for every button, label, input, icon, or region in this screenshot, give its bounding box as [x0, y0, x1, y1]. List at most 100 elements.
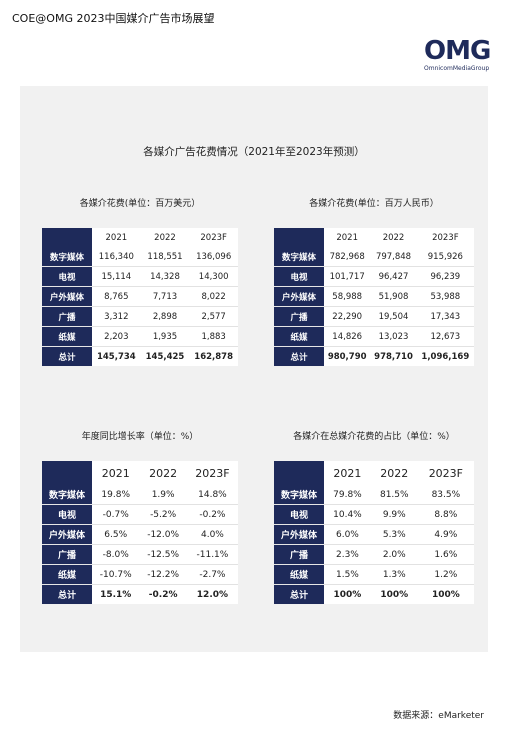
share-table-label: 各媒介在总媒介花费的占比（单位：%） [293, 432, 455, 442]
table-row: 数字媒体 782,968 797,848 915,926 [274, 247, 474, 267]
table-corner-cell [42, 228, 92, 247]
table-corner-cell [42, 461, 92, 485]
row-label: 户外媒体 [42, 286, 92, 307]
logo-text: OMG [424, 36, 491, 66]
content-panel: 各媒介广告花费情况（2021年至2023年预测） 各媒介花费(单位：百万美元） … [20, 86, 488, 652]
table-cell: 5.3% [370, 524, 418, 545]
table-row: 电视 101,717 96,427 96,239 [274, 266, 474, 287]
column-header: 2021 [92, 228, 141, 247]
table-cell: 22,290 [324, 306, 371, 327]
table-row: 数字媒体 79.8% 81.5% 83.5% [274, 485, 474, 505]
table-row: 数字媒体 116,340 118,551 136,096 [42, 247, 238, 267]
table-cell: 83.5% [417, 485, 474, 505]
row-label: 总计 [274, 584, 324, 604]
table-row: 纸媒 -10.7% -12.2% -2.7% [42, 564, 238, 585]
growth-table-label: 年度同比增长率（单位：%） [81, 432, 199, 442]
table-cell: 9.9% [370, 504, 418, 525]
table-cell: 782,968 [324, 247, 371, 267]
table-cell: 1,883 [189, 326, 238, 347]
column-header: 2023F [416, 228, 474, 247]
table-cell: 1,096,169 [416, 346, 474, 366]
table-cell: 980,790 [324, 346, 371, 366]
table-cell: 4.0% [186, 524, 238, 545]
table-cell: 8,022 [189, 286, 238, 307]
panel-title: 各媒介广告花费情况（2021年至2023年预测） [143, 146, 365, 158]
table-row: 总计 15.1% -0.2% 12.0% [42, 584, 238, 604]
table-row: 户外媒体 6.0% 5.3% 4.9% [274, 524, 474, 545]
table-cell: 100% [370, 584, 418, 604]
column-header: 2023F [186, 461, 238, 485]
table-cell: 14.8% [186, 485, 238, 505]
table-corner-cell [274, 228, 324, 247]
table-cell: 978,710 [370, 346, 417, 366]
row-label: 广播 [42, 544, 92, 565]
table-cell: -12.2% [139, 564, 187, 585]
table-row: 总计 100% 100% 100% [274, 584, 474, 604]
rmb-table-label: 各媒介花费(单位：百万人民币） [309, 199, 439, 209]
table-header-row: 2021 2022 2023F [274, 461, 474, 485]
table-cell: -11.1% [186, 544, 238, 565]
table-cell: 7,713 [140, 286, 190, 307]
table-cell: 15,114 [92, 266, 141, 287]
table-row: 广播 3,312 2,898 2,577 [42, 306, 238, 327]
table-header-row: 2021 2022 2023F [42, 228, 238, 247]
table-cell: 6.5% [92, 524, 140, 545]
row-label: 数字媒体 [42, 485, 92, 505]
row-label: 总计 [42, 584, 92, 604]
table-cell: 6.0% [324, 524, 371, 545]
omg-logo: OMG OmnicomMediaGroup [424, 36, 491, 78]
column-header: 2022 [139, 461, 187, 485]
table-row: 纸媒 14,826 13,023 12,673 [274, 326, 474, 347]
table-cell: 1.2% [417, 564, 474, 585]
table-row: 总计 980,790 978,710 1,096,169 [274, 346, 474, 366]
row-label: 总计 [42, 346, 92, 366]
table-cell: 2,898 [140, 306, 190, 327]
row-label: 数字媒体 [274, 485, 324, 505]
table-cell: 14,300 [189, 266, 238, 287]
table-cell: 136,096 [189, 247, 238, 267]
table-cell: 145,425 [140, 346, 190, 366]
row-label: 电视 [274, 266, 324, 287]
table-cell: 100% [324, 584, 371, 604]
table-cell: 14,826 [324, 326, 371, 347]
table-row: 户外媒体 58,988 51,908 53,988 [274, 286, 474, 307]
row-label: 户外媒体 [274, 286, 324, 307]
table-cell: 2,577 [189, 306, 238, 327]
table-cell: 797,848 [370, 247, 417, 267]
table-row: 电视 -0.7% -5.2% -0.2% [42, 504, 238, 525]
table-cell: 116,340 [92, 247, 141, 267]
table-row: 总计 145,734 145,425 162,878 [42, 346, 238, 366]
table-cell: 2.3% [324, 544, 371, 565]
table-row: 电视 10.4% 9.9% 8.8% [274, 504, 474, 525]
column-header: 2023F [189, 228, 238, 247]
table-cell: 1.3% [370, 564, 418, 585]
table-cell: -12.0% [139, 524, 187, 545]
table-row: 户外媒体 8,765 7,713 8,022 [42, 286, 238, 307]
row-label: 电视 [42, 504, 92, 525]
row-label: 数字媒体 [274, 247, 324, 267]
media-share-table: 2021 2022 2023F 数字媒体 79.8% 81.5% 83.5% 电视 10.4% 9… [274, 461, 474, 604]
logo-subtext: OmnicomMediaGroup [424, 65, 490, 72]
row-label: 广播 [274, 544, 324, 565]
table-cell: 1.6% [417, 544, 474, 565]
column-header: 2021 [324, 461, 371, 485]
table-cell: 3,312 [92, 306, 141, 327]
table-cell: -0.2% [139, 584, 187, 604]
table-cell: 2.0% [370, 544, 418, 565]
table-cell: 19.8% [92, 485, 140, 505]
column-header: 2022 [370, 461, 418, 485]
table-cell: 19,504 [370, 306, 417, 327]
table-cell: 118,551 [140, 247, 190, 267]
row-label: 电视 [274, 504, 324, 525]
table-cell: 1.5% [324, 564, 371, 585]
table-cell: 162,878 [189, 346, 238, 366]
rmb-spend-table: 2021 2022 2023F 数字媒体 782,968 797,848 915,926 电视… [274, 228, 474, 366]
table-cell: 101,717 [324, 266, 371, 287]
table-cell: 14,328 [140, 266, 190, 287]
table-row: 纸媒 2,203 1,935 1,883 [42, 326, 238, 347]
table-cell: -10.7% [92, 564, 140, 585]
table-cell: 145,734 [92, 346, 141, 366]
table-cell: -0.7% [92, 504, 140, 525]
table-row: 广播 2.3% 2.0% 1.6% [274, 544, 474, 565]
table-cell: 96,239 [416, 266, 474, 287]
